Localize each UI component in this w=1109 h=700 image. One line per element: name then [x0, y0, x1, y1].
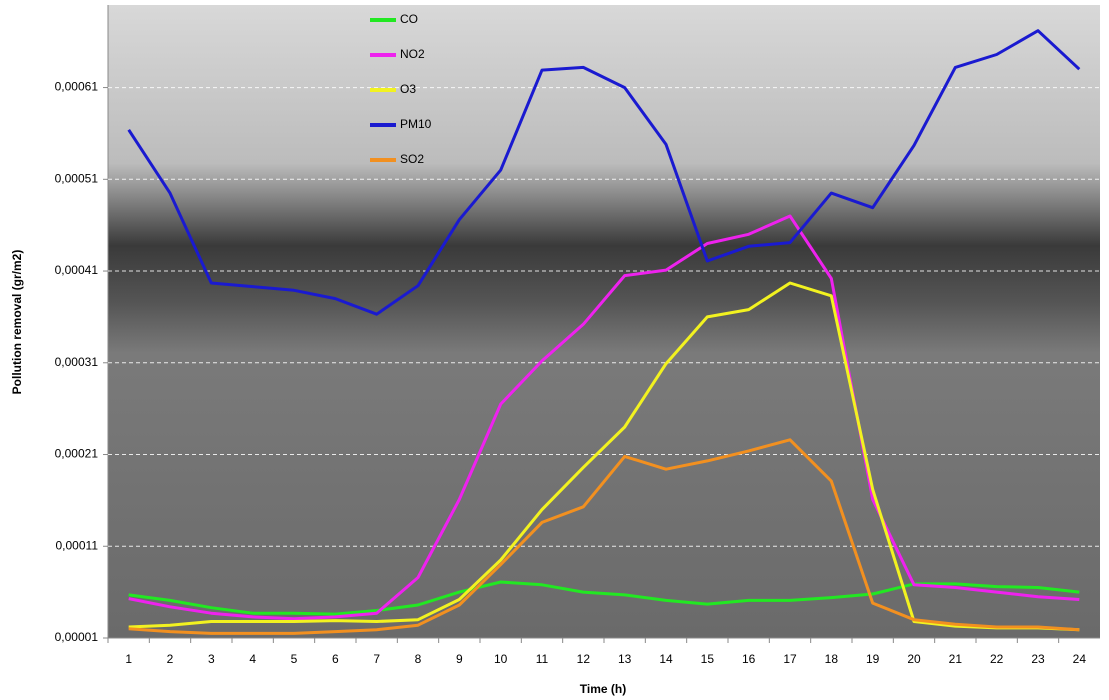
x-tick-label: 19: [866, 652, 880, 666]
x-tick-label: 18: [825, 652, 839, 666]
x-tick-label: 1: [125, 652, 132, 666]
x-tick-label: 10: [494, 652, 508, 666]
legend-label: CO: [400, 12, 418, 26]
x-tick-label: 17: [783, 652, 797, 666]
legend-label: NO2: [400, 47, 425, 61]
x-tick-label: 15: [701, 652, 715, 666]
x-tick-label: 3: [208, 652, 215, 666]
y-tick-label: 0,00011: [56, 538, 99, 552]
x-tick-label: 14: [659, 652, 673, 666]
legend-label: SO2: [400, 152, 424, 166]
legend-label: O3: [400, 82, 416, 96]
x-tick-label: 9: [456, 652, 463, 666]
x-tick-label: 20: [907, 652, 921, 666]
y-tick-label: 0,00031: [55, 355, 99, 369]
x-tick-label: 7: [373, 652, 380, 666]
x-tick-label: 4: [249, 652, 256, 666]
x-tick-label: 11: [536, 652, 549, 666]
x-tick-label: 2: [167, 652, 174, 666]
x-tick-label: 13: [618, 652, 632, 666]
y-axis-label: Pollution removal (gr/m2): [10, 250, 24, 395]
x-tick-label: 22: [990, 652, 1004, 666]
y-tick-label: 0,00001: [55, 630, 99, 644]
y-tick-label: 0,00041: [55, 263, 99, 277]
plot-background: [108, 5, 1100, 638]
x-tick-label: 21: [949, 652, 963, 666]
x-tick-label: 6: [332, 652, 339, 666]
x-tick-label: 12: [577, 652, 591, 666]
y-tick-label: 0,00021: [55, 447, 99, 461]
legend-label: PM10: [400, 117, 432, 131]
x-tick-label: 16: [742, 652, 756, 666]
x-tick-label: 5: [291, 652, 298, 666]
x-axis-label: Time (h): [580, 682, 626, 696]
x-tick-label: 8: [415, 652, 422, 666]
chart: Time (h) Pollution removal (gr/m2) 0,000…: [0, 0, 1109, 700]
y-tick-label: 0,00051: [55, 171, 99, 185]
y-tick-label: 0,00061: [55, 80, 99, 94]
x-tick-label: 24: [1073, 652, 1087, 666]
x-tick-label: 23: [1031, 652, 1045, 666]
